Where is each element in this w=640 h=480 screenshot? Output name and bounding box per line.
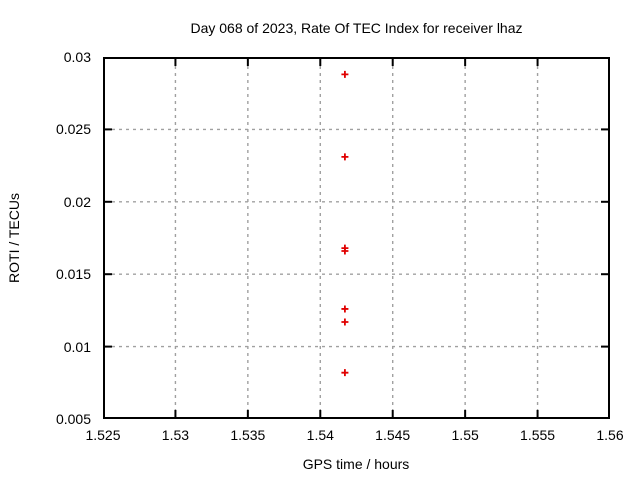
y-tick-label: 0.025 [55,121,91,138]
x-axis-label: GPS time / hours [302,456,410,472]
x-tick-label: 1.545 [375,427,411,443]
plot-border [103,57,610,419]
data-point-marker [341,70,349,78]
x-tick-label: 1.525 [85,427,121,443]
chart-title: Day 068 of 2023, Rate Of TEC Index for r… [190,20,523,36]
x-tick-label: 1.555 [520,427,556,443]
data-point-marker [341,247,349,255]
y-tick-label: 0.02 [63,193,91,210]
data-point-marker [341,318,349,326]
plot-area [103,57,610,419]
x-tick-label: 1.56 [596,427,624,443]
y-tick-label: 0.005 [55,411,91,427]
data-point-marker [341,369,349,377]
x-tick-label: 1.535 [230,427,266,443]
data-point-marker [341,153,349,161]
x-tick-label: 1.55 [451,427,479,443]
y-tick-label: 0.015 [55,266,91,283]
data-point-marker [341,305,349,313]
x-tick-label: 1.54 [306,427,334,443]
x-tick-label: 1.53 [161,427,190,443]
y-tick-label: 0.03 [63,49,91,65]
y-tick-label: 0.01 [63,338,91,355]
